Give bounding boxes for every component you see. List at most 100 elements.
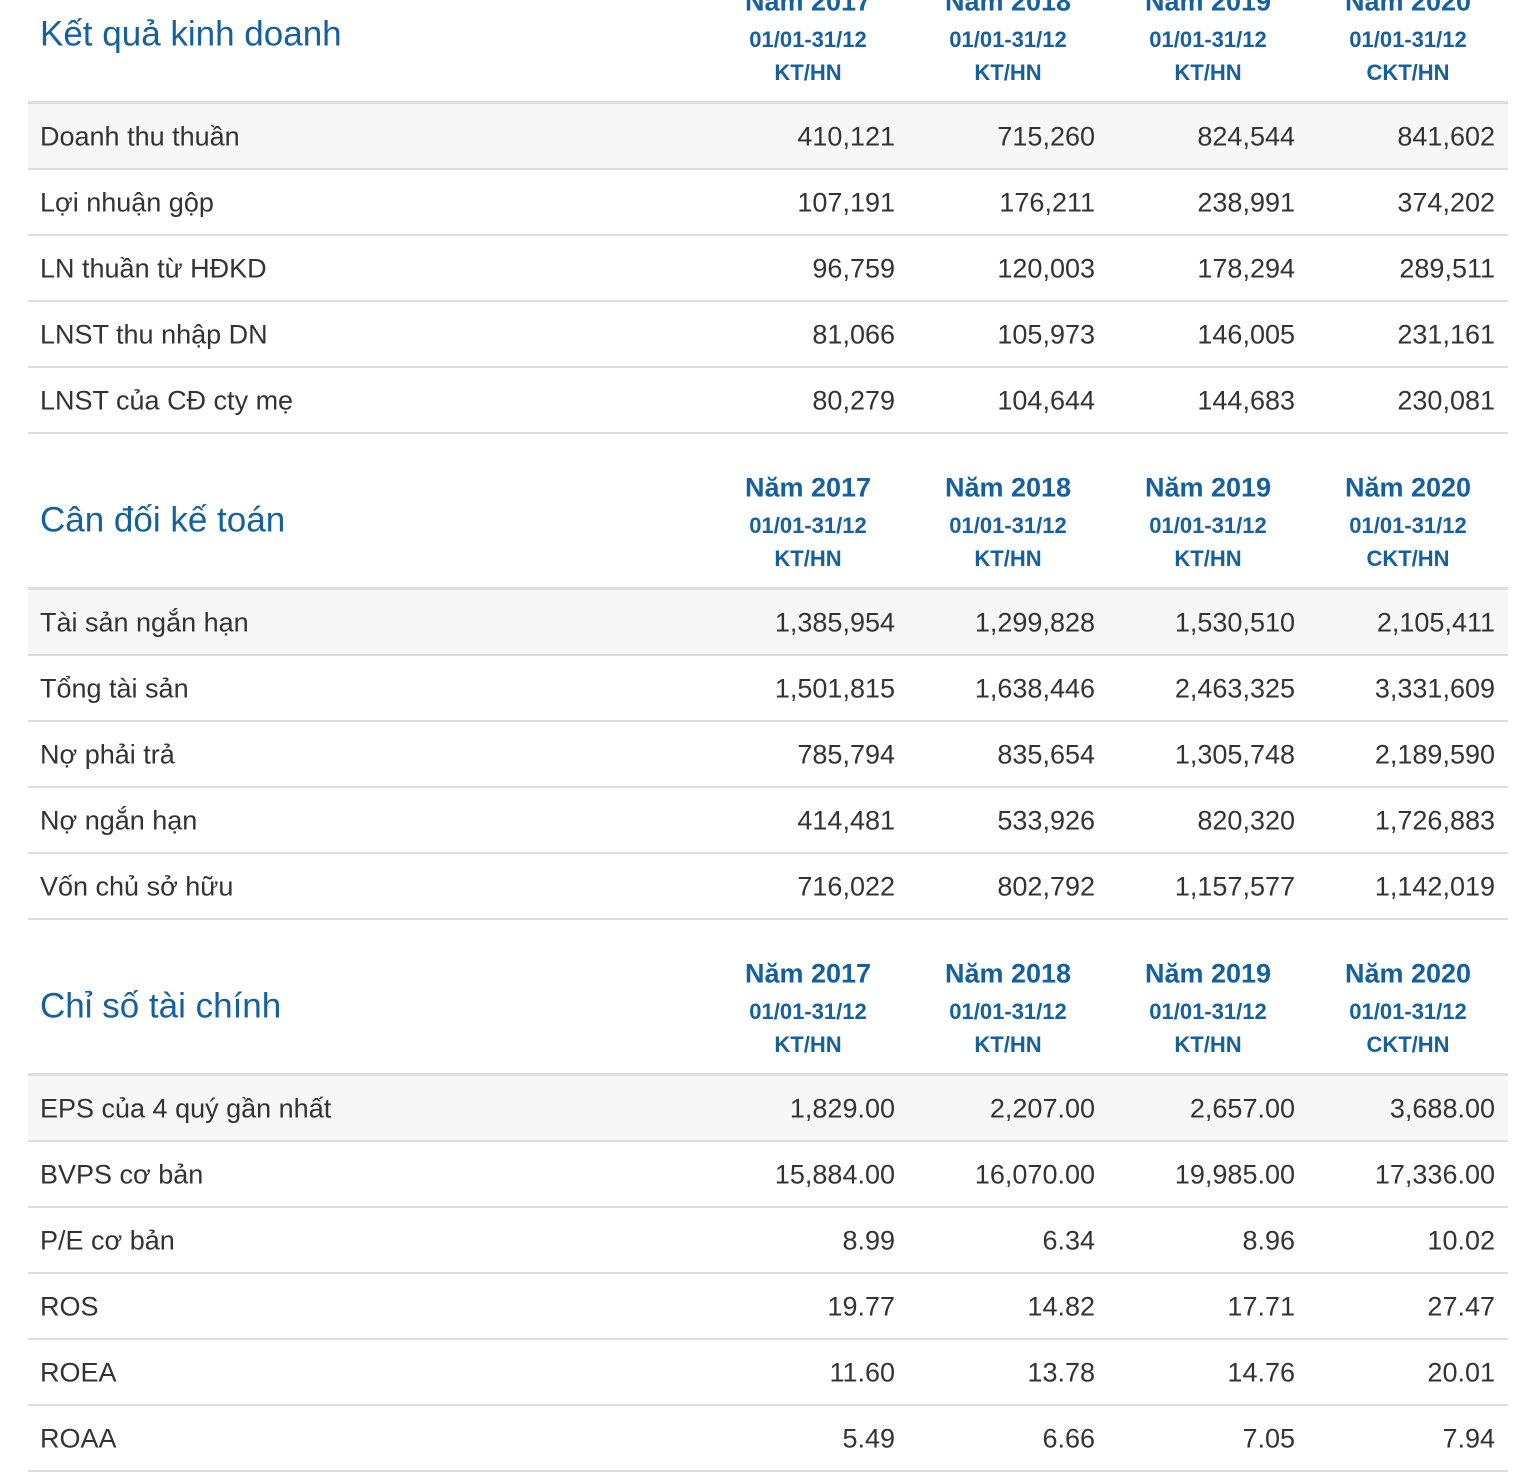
column-year: Năm 2018 [944,0,1072,17]
table-row: LN thuần từ HĐKD 96,759 120,003 178,294 289,… [28,236,1508,302]
column-period: 01/01-31/12 [949,513,1067,538]
table-row: Nợ ngắn hạn 414,481 533,926 820,320 1,726,88… [28,788,1508,854]
row-label: Doanh thu thuần [40,121,240,152]
row-label: P/E cơ bản [40,1225,175,1256]
table-row: Tổng tài sản 1,501,815 1,638,446 2,463,325 3… [28,656,1508,722]
column-period: 01/01-31/12 [1149,999,1267,1024]
column-audit: CKT/HN [1366,1032,1450,1057]
table-row: EPS của 4 quý gần nhất 1,829.00 2,207.00 2,… [28,1076,1508,1142]
column-audit: KT/HN [774,546,842,571]
table-row: Nợ phải trả 785,794 835,654 1,305,748 2,189,… [28,722,1508,788]
cell-value: 11.60 [829,1357,895,1388]
row-label: ROAA [40,1423,117,1454]
cell-value: 80,279 [812,385,895,416]
cell-value: 802,792 [997,871,1095,902]
cell-value: 1,829.00 [789,1093,895,1124]
table-row: ROEA 11.60 13.78 14.76 20.01 [28,1340,1508,1406]
column-period: 01/01-31/12 [949,27,1067,52]
cell-value: 2,105,411 [1376,607,1495,638]
cell-value: 176,211 [999,187,1095,218]
column-period: 01/01-31/12 [749,999,867,1024]
column-year: Năm 2019 [1144,958,1272,989]
column-period: 01/01-31/12 [949,999,1067,1024]
cell-value: 1,385,954 [774,607,895,638]
column-year: Năm 2018 [944,958,1072,989]
cell-value: 107,191 [797,187,895,218]
cell-value: 824,544 [1197,121,1295,152]
cell-value: 146,005 [1197,319,1295,350]
column-period: 01/01-31/12 [1349,513,1467,538]
cell-value: 6.66 [1042,1423,1095,1454]
cell-value: 289,511 [1399,253,1495,284]
column-period: 01/01-31/12 [1349,999,1467,1024]
cell-value: 3,688.00 [1389,1093,1495,1124]
column-year: Năm 2019 [1144,0,1272,17]
cell-value: 841,602 [1397,121,1495,152]
cell-value: 1,501,815 [774,673,895,704]
column-audit: KT/HN [774,60,842,85]
column-period: 01/01-31/12 [1149,513,1267,538]
cell-value: 13.78 [1027,1357,1095,1388]
cell-value: 19.77 [827,1291,895,1322]
row-label: Nợ phải trả [40,739,175,770]
column-audit: CKT/HN [1366,60,1450,85]
row-label: EPS của 4 quý gần nhất [40,1093,332,1124]
cell-value: 10.02 [1427,1225,1495,1256]
row-label: ROEA [40,1357,117,1388]
row-label: LNST thu nhập DN [40,319,268,350]
cell-value: 2,657.00 [1189,1093,1295,1124]
cell-value: 6.34 [1042,1225,1095,1256]
cell-value: 20.01 [1427,1357,1495,1388]
cell-value: 81,066 [812,319,895,350]
column-year: Năm 2017 [744,0,872,17]
row-label: LN thuần từ HĐKD [40,253,267,284]
cell-value: 533,926 [997,805,1095,836]
cell-value: 374,202 [1397,187,1495,218]
cell-value: 5.49 [842,1423,895,1454]
cell-value: 1,530,510 [1174,607,1295,638]
column-audit: KT/HN [1174,60,1242,85]
column-year: Năm 2017 [744,958,872,989]
cell-value: 2,463,325 [1174,673,1295,704]
cell-value: 120,003 [997,253,1095,284]
header-separator [28,587,1508,590]
row-label: LNST của CĐ cty mẹ [40,385,294,416]
table-row: LNST của CĐ cty mẹ 80,279 104,644 144,683 23… [28,368,1508,434]
header-separator [28,1073,1508,1076]
table-row: Lợi nhuận gộp 107,191 176,211 238,991 374,20… [28,170,1508,236]
column-audit: KT/HN [974,546,1042,571]
row-label: Tài sản ngắn hạn [40,607,249,638]
section-title: Chỉ số tài chính [40,986,282,1026]
column-audit: KT/HN [774,1032,842,1057]
row-label: Vốn chủ sở hữu [40,871,234,902]
cell-value: 7.05 [1242,1423,1295,1454]
column-year: Năm 2017 [744,472,872,503]
cell-value: 7.94 [1442,1423,1495,1454]
column-year: Năm 2020 [1344,958,1472,989]
cell-value: 17,336.00 [1374,1159,1495,1190]
row-label: Lợi nhuận gộp [40,187,214,218]
cell-value: 144,683 [1197,385,1295,416]
cell-value: 1,157,577 [1174,871,1295,902]
cell-value: 414,481 [797,805,895,836]
column-year: Năm 2019 [1144,472,1272,503]
cell-value: 14.82 [1027,1291,1095,1322]
row-label: Tổng tài sản [40,673,189,704]
cell-value: 3,331,609 [1374,673,1495,704]
cell-value: 1,305,748 [1174,739,1295,770]
cell-value: 178,294 [1197,253,1295,284]
cell-value: 2,189,590 [1374,739,1495,770]
column-audit: KT/HN [974,1032,1042,1057]
cell-value: 14.76 [1227,1357,1295,1388]
cell-value: 785,794 [797,739,895,770]
table-row: LNST thu nhập DN 81,066 105,973 146,005 231,… [28,302,1508,368]
cell-value: 1,638,446 [974,673,1095,704]
header-separator [28,101,1508,104]
cell-value: 231,161 [1397,319,1495,350]
cell-value: 105,973 [997,319,1095,350]
cell-value: 16,070.00 [974,1159,1095,1190]
cell-value: 15,884.00 [774,1159,895,1190]
column-period: 01/01-31/12 [1349,27,1467,52]
table-row: ROS 19.77 14.82 17.71 27.47 [28,1274,1508,1340]
column-period: 01/01-31/12 [1149,27,1267,52]
